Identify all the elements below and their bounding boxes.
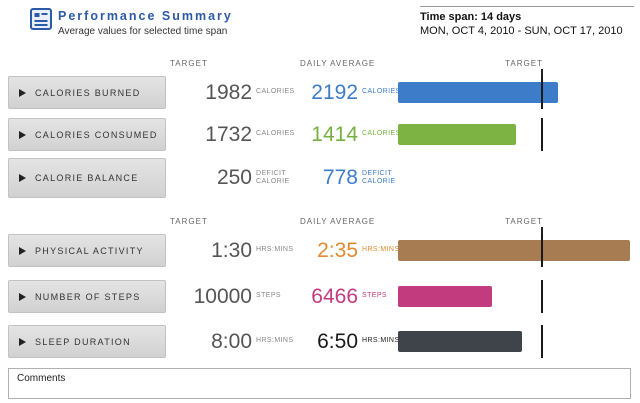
expand-arrow-icon: [19, 246, 26, 255]
average-unit: CALORIES: [362, 88, 401, 96]
target-bar-column-header: TARGET: [505, 59, 543, 68]
row-sleep-duration: SLEEP DURATION 8:00 HRS:MINS 6:50 HRS:MI…: [0, 325, 640, 358]
average-value-cell: 2192 CALORIES: [292, 76, 401, 109]
target-value: 10000: [193, 284, 252, 308]
expand-arrow-icon: [19, 174, 26, 182]
average-unit: HRS:MINS: [362, 246, 400, 254]
target-value-cell: 1732 CALORIES: [168, 118, 295, 151]
target-line: [541, 325, 543, 358]
target-unit: HRS:MINS: [256, 246, 294, 254]
row-calorie-balance: CALORIE BALANCE 250 DEFICIT CALORIE 778 D…: [0, 158, 640, 198]
bar-area: [398, 158, 632, 198]
row-label-text: CALORIES BURNED: [35, 87, 141, 98]
target-value: 1982: [205, 80, 252, 104]
page-subtitle: Average values for selected time span: [58, 26, 228, 37]
bar-area: [398, 234, 632, 267]
expand-arrow-icon: [19, 88, 26, 97]
value-bar: [398, 124, 517, 145]
target-column-header: TARGET: [170, 59, 208, 68]
row-label-physical-activity[interactable]: PHYSICAL ACTIVITY: [8, 234, 166, 267]
target-unit: HRS:MINS: [256, 337, 294, 345]
timespan-label: Time span: 14 days: [420, 11, 522, 23]
average-value-cell: 778 DEFICIT CALORIE: [292, 158, 396, 198]
target-line-tick: [541, 227, 543, 235]
report-icon: [30, 8, 52, 30]
column-header-row-activity: TARGET DAILY AVERAGE TARGET: [0, 215, 640, 235]
row-label-sleep-duration[interactable]: SLEEP DURATION: [8, 325, 166, 358]
average-value: 2:35: [317, 238, 358, 262]
row-label-calories-burned[interactable]: CALORIES BURNED: [8, 76, 166, 109]
average-value: 6466: [311, 284, 358, 308]
average-value: 2192: [311, 80, 358, 104]
target-line: [541, 234, 543, 267]
date-range: MON, OCT 4, 2010 - SUN, OCT 17, 2010: [420, 25, 623, 37]
daily-average-column-header: DAILY AVERAGE: [300, 59, 376, 68]
average-unit: STEPS: [362, 292, 387, 300]
expand-arrow-icon: [19, 337, 26, 346]
target-value-cell: 10000 STEPS: [168, 280, 281, 313]
target-unit: CALORIES: [256, 88, 295, 96]
row-label-calorie-balance[interactable]: CALORIE BALANCE: [8, 158, 166, 198]
row-label-text: CALORIES CONSUMED: [35, 129, 158, 140]
target-value: 1732: [205, 122, 252, 146]
expand-arrow-icon: [19, 130, 26, 139]
row-label-text: PHYSICAL ACTIVITY: [35, 245, 144, 256]
average-value: 778: [322, 166, 358, 189]
comments-label: Comments: [17, 373, 66, 384]
average-unit: HRS:MINS: [362, 337, 400, 345]
target-line: [541, 118, 543, 151]
column-header-row-calories: TARGET DAILY AVERAGE TARGET: [0, 57, 640, 77]
average-value: 6:50: [317, 329, 358, 353]
row-number-of-steps: NUMBER OF STEPS 10000 STEPS 6466 STEPS: [0, 280, 640, 313]
average-value-cell: 2:35 HRS:MINS: [292, 234, 399, 267]
target-value-cell: 1982 CALORIES: [168, 76, 295, 109]
daily-average-column-header: DAILY AVERAGE: [300, 217, 376, 226]
row-label-text: NUMBER OF STEPS: [35, 291, 141, 302]
row-label-text: SLEEP DURATION: [35, 336, 131, 347]
value-bar: [398, 286, 492, 307]
bar-area: [398, 118, 632, 151]
average-value-cell: 6:50 HRS:MINS: [292, 325, 399, 358]
target-line-tick: [541, 69, 543, 77]
value-bar: [398, 331, 522, 352]
target-value-cell: 250 DEFICIT CALORIE: [168, 158, 290, 198]
bar-area: [398, 280, 632, 313]
target-unit: STEPS: [256, 292, 281, 300]
target-line: [541, 76, 543, 109]
row-calories-burned: CALORIES BURNED 1982 CALORIES 2192 CALOR…: [0, 76, 640, 109]
timespan-block: Time span: 14 days MON, OCT 4, 2010 - SU…: [420, 6, 634, 37]
page-title: Performance Summary: [58, 9, 233, 23]
average-value-cell: 1414 CALORIES: [292, 118, 401, 151]
value-bar: [398, 82, 559, 103]
row-label-calories-consumed[interactable]: CALORIES CONSUMED: [8, 118, 166, 151]
bar-area: [398, 76, 632, 109]
target-unit: DEFICIT CALORIE: [256, 169, 290, 185]
target-value: 1:30: [211, 238, 252, 262]
average-unit: DEFICIT CALORIE: [362, 169, 396, 185]
target-line: [541, 280, 543, 313]
row-label-text: CALORIE BALANCE: [35, 173, 139, 183]
row-calories-consumed: CALORIES CONSUMED 1732 CALORIES 1414 CAL…: [0, 118, 640, 151]
value-bar: [398, 240, 630, 261]
target-unit: CALORIES: [256, 130, 295, 138]
target-value-cell: 1:30 HRS:MINS: [168, 234, 293, 267]
row-physical-activity: PHYSICAL ACTIVITY 1:30 HRS:MINS 2:35 HRS…: [0, 234, 640, 267]
target-value: 8:00: [211, 329, 252, 353]
target-bar-column-header: TARGET: [505, 217, 543, 226]
target-column-header: TARGET: [170, 217, 208, 226]
average-value-cell: 6466 STEPS: [292, 280, 387, 313]
average-value: 1414: [311, 122, 358, 146]
row-label-number-of-steps[interactable]: NUMBER OF STEPS: [8, 280, 166, 313]
average-unit: CALORIES: [362, 130, 401, 138]
target-value-cell: 8:00 HRS:MINS: [168, 325, 293, 358]
bar-area: [398, 325, 632, 358]
target-value: 250: [216, 166, 252, 189]
expand-arrow-icon: [19, 292, 26, 301]
comments-field[interactable]: Comments: [8, 368, 631, 399]
